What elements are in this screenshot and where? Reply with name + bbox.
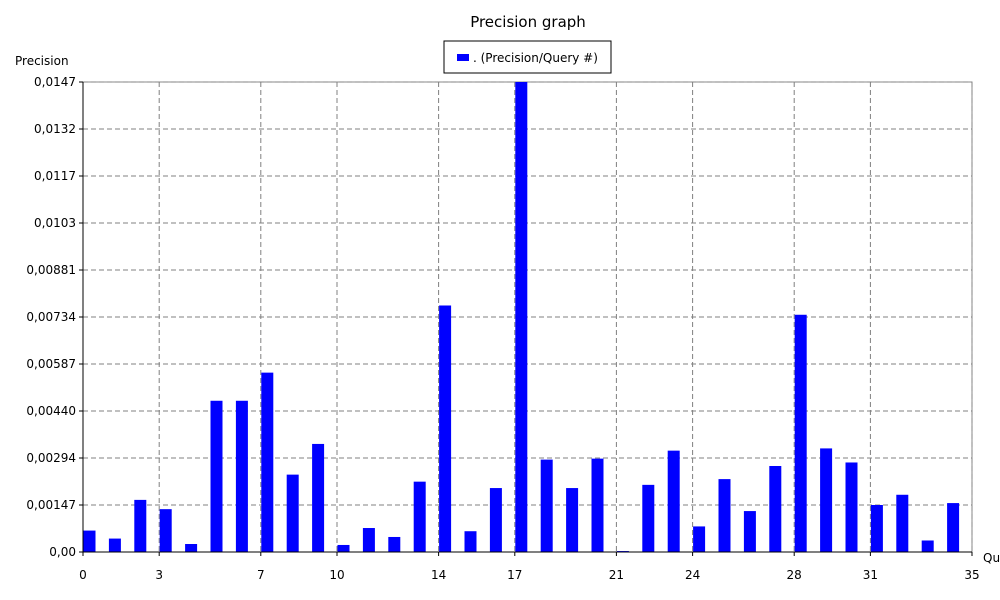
bar — [743, 511, 756, 552]
bar — [388, 536, 401, 552]
bar — [489, 488, 502, 552]
bar — [362, 528, 375, 552]
legend: . (Precision/Query #) — [443, 40, 612, 74]
bar — [337, 544, 350, 552]
legend-box — [443, 40, 612, 74]
bar — [794, 314, 807, 552]
x-tick-label: 21 — [609, 568, 624, 582]
x-tick-label: 31 — [863, 568, 878, 582]
bar — [845, 462, 858, 552]
x-tick-label: 28 — [787, 568, 802, 582]
y-tick-label: 0,00734 — [26, 310, 76, 324]
bar — [591, 458, 604, 552]
bar — [312, 443, 325, 552]
y-tick-label: 0,00881 — [26, 263, 76, 277]
bar — [921, 540, 934, 552]
x-tick-label: 35 — [964, 568, 979, 582]
legend-label: . (Precision/Query #) — [473, 51, 598, 65]
bar — [820, 448, 833, 552]
y-tick-label: 0,0132 — [34, 122, 76, 136]
chart-title: Precision graph — [470, 13, 586, 31]
y-tick-label: 0,00294 — [26, 451, 76, 465]
x-tick-label: 17 — [507, 568, 522, 582]
x-axis-label: Qu — [983, 551, 1000, 565]
bar — [947, 503, 960, 552]
bar — [108, 538, 121, 552]
bar — [439, 305, 452, 552]
bar — [870, 505, 883, 552]
x-tick-label: 7 — [257, 568, 265, 582]
bar — [566, 488, 579, 552]
bar — [769, 465, 782, 552]
x-tick-label: 10 — [329, 568, 344, 582]
bars — [83, 82, 960, 552]
bar — [286, 474, 299, 552]
y-axis-label: Precision — [15, 54, 69, 68]
bar — [413, 481, 426, 552]
x-tick-label: 24 — [685, 568, 700, 582]
bar — [718, 479, 731, 552]
bar — [642, 484, 655, 552]
bar — [261, 372, 274, 552]
x-tick-label: 0 — [79, 568, 87, 582]
bar — [464, 531, 477, 552]
bar — [159, 509, 172, 552]
y-tick-label: 0,00 — [49, 545, 76, 559]
axes — [79, 81, 973, 556]
y-tick-label: 0,0103 — [34, 216, 76, 230]
legend-swatch — [457, 54, 469, 61]
bar — [83, 530, 96, 552]
x-tick-label: 3 — [155, 568, 163, 582]
bar — [667, 450, 680, 552]
y-tick-label: 0,0147 — [34, 75, 76, 89]
bar — [515, 82, 528, 552]
bar — [540, 459, 553, 552]
bar — [235, 400, 248, 552]
bar — [185, 544, 198, 552]
y-tick-label: 0,00440 — [26, 404, 76, 418]
y-tick-label: 0,0117 — [34, 169, 76, 183]
bar — [134, 499, 147, 552]
y-tick-label: 0,00147 — [26, 498, 76, 512]
y-tick-label: 0,00587 — [26, 357, 76, 371]
bar — [210, 400, 223, 552]
bar — [693, 526, 706, 552]
bar — [896, 494, 909, 552]
grid — [82, 81, 973, 553]
x-tick-label: 14 — [431, 568, 446, 582]
tick-labels: 0,00 0,00147 0,00294 0,00440 0,00587 0,00734 0… — [26, 75, 979, 582]
